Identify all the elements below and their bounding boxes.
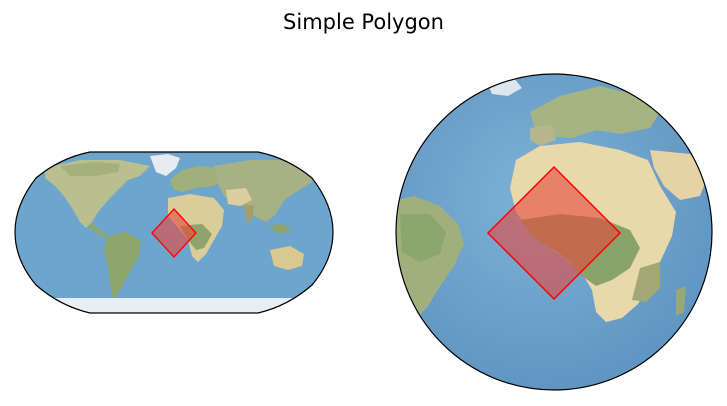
figure-title: Simple Polygon bbox=[283, 10, 444, 34]
robinson-map bbox=[14, 151, 334, 314]
asia bbox=[214, 160, 318, 222]
north-america bbox=[45, 160, 150, 228]
orthographic-map bbox=[395, 73, 713, 391]
australia bbox=[270, 246, 304, 270]
madagascar bbox=[676, 286, 686, 316]
robinson-map-outline bbox=[14, 151, 334, 314]
antarctica bbox=[15, 298, 333, 313]
arabia bbox=[650, 150, 708, 200]
europe bbox=[530, 86, 660, 138]
south-america bbox=[104, 232, 140, 298]
globe-outline bbox=[395, 73, 713, 391]
polygon-robinson bbox=[151, 208, 197, 258]
greenland bbox=[150, 154, 180, 176]
polygon-globe bbox=[486, 165, 622, 301]
europe bbox=[170, 166, 226, 192]
